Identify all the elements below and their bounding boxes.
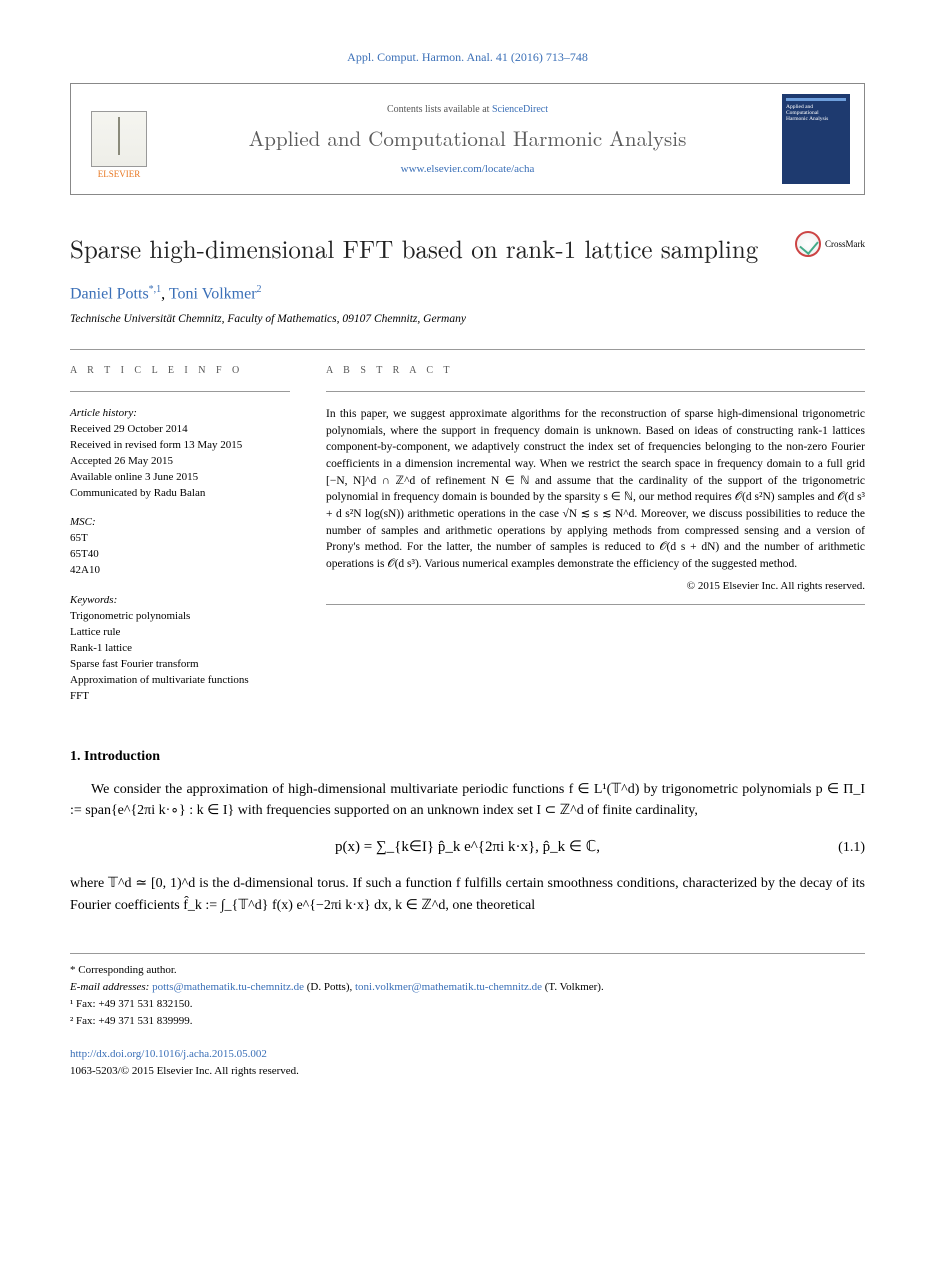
email-label: E-mail addresses:	[70, 981, 149, 993]
author-link[interactable]: Daniel Potts	[70, 285, 149, 302]
msc-item: 65T	[70, 531, 290, 547]
abstract-heading: A B S T R A C T	[326, 364, 865, 379]
msc-block: MSC: 65T 65T40 42A10	[70, 515, 290, 579]
abstract-copyright: © 2015 Elsevier Inc. All rights reserved…	[326, 579, 865, 595]
paper-title: Sparse high-dimensional FFT based on ran…	[70, 231, 758, 266]
keyword: FFT	[70, 689, 290, 705]
history-label: Article history:	[70, 406, 290, 422]
abstract-column: A B S T R A C T In this paper, we sugges…	[326, 364, 865, 718]
equation-content: p(x) = ∑_{k∈I} p̂_k e^{2πi k·x}, p̂_k ∈ …	[335, 839, 600, 855]
journal-cover-thumb: Applied and Computational Harmonic Analy…	[782, 94, 850, 184]
keyword: Sparse fast Fourier transform	[70, 657, 290, 673]
masthead: ELSEVIER Contents lists available at Sci…	[70, 83, 865, 195]
history-item: Received in revised form 13 May 2015	[70, 438, 290, 454]
equation-display: p(x) = ∑_{k∈I} p̂_k e^{2πi k·x}, p̂_k ∈ …	[70, 836, 865, 859]
keyword: Lattice rule	[70, 625, 290, 641]
article-history: Article history: Received 29 October 201…	[70, 406, 290, 502]
equation-number: (1.1)	[838, 837, 865, 859]
history-item: Accepted 26 May 2015	[70, 454, 290, 470]
author-mark: *,1	[149, 284, 162, 295]
keyword: Rank-1 lattice	[70, 641, 290, 657]
footnotes: * Corresponding author. E-mail addresses…	[70, 953, 865, 1080]
paragraph: We consider the approximation of high-di…	[70, 779, 865, 822]
affiliation: Technische Universität Chemnitz, Faculty…	[70, 313, 865, 325]
keywords-block: Keywords: Trigonometric polynomials Latt…	[70, 593, 290, 705]
crossmark-icon	[795, 231, 821, 257]
elsevier-logo-text: ELSEVIER	[98, 169, 141, 179]
intro-body: We consider the approximation of high-di…	[70, 779, 865, 917]
author-link[interactable]: Toni Volkmer	[169, 285, 257, 302]
footnote-item: ¹ Fax: +49 371 531 832150.	[70, 996, 865, 1013]
article-info-column: A R T I C L E I N F O Article history: R…	[70, 364, 290, 718]
crossmark-widget[interactable]: CrossMark	[795, 231, 865, 257]
msc-label: MSC:	[70, 515, 290, 531]
history-item: Available online 3 June 2015	[70, 470, 290, 486]
email-who: (D. Potts),	[304, 981, 355, 993]
journal-name: Applied and Computational Harmonic Analy…	[167, 123, 768, 153]
article-info-heading: A R T I C L E I N F O	[70, 364, 290, 379]
divider	[326, 604, 865, 605]
elsevier-logo: ELSEVIER	[85, 99, 153, 179]
abstract-text: In this paper, we suggest approximate al…	[326, 406, 865, 573]
email-who: (T. Volkmer).	[542, 981, 604, 993]
author-list: Daniel Potts*,1, Toni Volkmer2	[70, 284, 865, 303]
crossmark-label: CrossMark	[825, 239, 865, 249]
divider	[70, 391, 290, 392]
keyword: Trigonometric polynomials	[70, 609, 290, 625]
history-item: Communicated by Radu Balan	[70, 486, 290, 502]
keyword: Approximation of multivariate functions	[70, 673, 290, 689]
divider	[326, 391, 865, 392]
journal-homepage-link[interactable]: www.elsevier.com/locate/acha	[167, 163, 768, 175]
footnote-item: ² Fax: +49 371 531 839999.	[70, 1013, 865, 1030]
email-line: E-mail addresses: potts@mathematik.tu-ch…	[70, 979, 865, 996]
header-citation: Appl. Comput. Harmon. Anal. 41 (2016) 71…	[70, 50, 865, 65]
author-sep: ,	[161, 285, 169, 302]
email-link[interactable]: toni.volkmer@mathematik.tu-chemnitz.de	[355, 981, 542, 993]
msc-item: 42A10	[70, 563, 290, 579]
sciencedirect-link[interactable]: ScienceDirect	[492, 104, 548, 115]
contents-prefix: Contents lists available at	[387, 104, 492, 115]
paragraph: where 𝕋^d ≃ [0, 1)^d is the d-dimensiona…	[70, 873, 865, 916]
issn-copyright: 1063-5203/© 2015 Elsevier Inc. All right…	[70, 1065, 299, 1077]
author-mark: 2	[257, 284, 262, 295]
contents-available-line: Contents lists available at ScienceDirec…	[167, 104, 768, 115]
keywords-label: Keywords:	[70, 593, 290, 609]
corresponding-author-note: * Corresponding author.	[70, 962, 865, 979]
divider	[70, 349, 865, 350]
section-heading: 1. Introduction	[70, 749, 865, 765]
cover-line: Harmonic Analysis	[786, 116, 846, 122]
history-item: Received 29 October 2014	[70, 422, 290, 438]
elsevier-tree-icon	[91, 111, 147, 167]
doi-link[interactable]: http://dx.doi.org/10.1016/j.acha.2015.05…	[70, 1048, 267, 1060]
email-link[interactable]: potts@mathematik.tu-chemnitz.de	[152, 981, 304, 993]
msc-item: 65T40	[70, 547, 290, 563]
